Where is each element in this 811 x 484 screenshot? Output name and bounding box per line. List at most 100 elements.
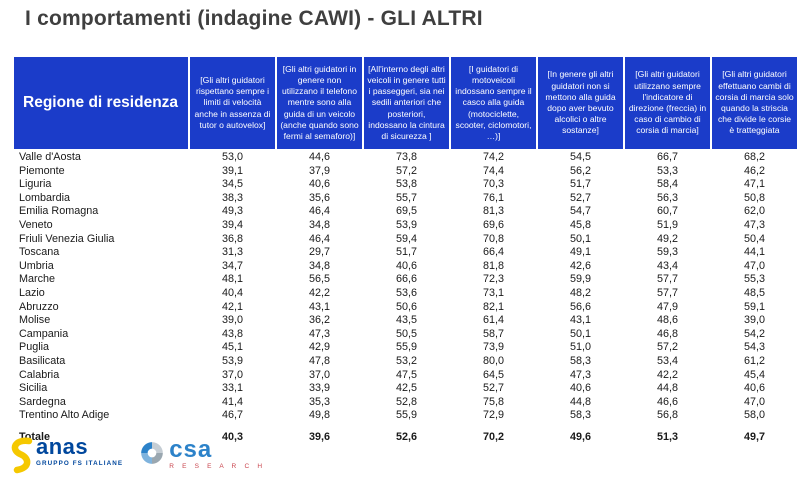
value-cell: 41,4 [221, 395, 243, 408]
value-cell: 72,9 [482, 409, 504, 422]
value-cell: 40,4 [221, 286, 243, 299]
value-cell: 58,3 [569, 409, 591, 422]
value-cell: 50,4 [743, 232, 765, 245]
value-cell: 31,3 [221, 246, 243, 259]
table-row: Umbria 34,7 34,8 40,6 81,8 42,6 43,4 47,0 [14, 260, 797, 274]
region-cell: Abruzzo [19, 300, 59, 313]
column-header-7: [Gli altri guidatori effettuano cambi di… [712, 57, 797, 149]
value-cell: 46,8 [656, 327, 678, 340]
value-cell: 69,5 [395, 205, 417, 218]
value-cell: 52,6 [395, 430, 417, 443]
value-cell: 53,2 [395, 354, 417, 367]
value-cell: 43,1 [569, 314, 591, 327]
region-cell: Liguria [19, 178, 52, 191]
table-row: Molise 39,0 36,2 43,5 61,4 43,1 48,6 39,0 [14, 314, 797, 328]
value-cell: 51,0 [569, 341, 591, 354]
value-cell: 59,9 [569, 273, 591, 286]
table-row: Emilia Romagna 49,3 46,4 69,5 81,3 54,7 60,7 62… [14, 205, 797, 219]
value-cell: 48,2 [569, 286, 591, 299]
value-cell: 56,6 [569, 300, 591, 313]
value-cell: 34,8 [308, 218, 330, 231]
table-row: Valle d'Aosta 53,0 44,6 73,8 74,2 54,5 66,7 68,… [14, 151, 797, 165]
value-cell: 43,4 [656, 259, 678, 272]
value-cell: 66,4 [482, 246, 504, 259]
column-header-1: [Gli altri guidatori rispettano sempre i… [190, 57, 275, 149]
value-cell: 39,1 [221, 164, 243, 177]
value-cell: 56,3 [656, 191, 678, 204]
table-row: Liguria 34,5 40,6 53,8 70,3 51,7 58,4 47,1 [14, 178, 797, 192]
value-cell: 53,8 [395, 178, 417, 191]
value-cell: 47,0 [743, 395, 765, 408]
value-cell: 40,3 [221, 430, 243, 443]
value-cell: 29,7 [308, 246, 330, 259]
region-cell: Molise [19, 314, 51, 327]
value-cell: 49,2 [656, 232, 678, 245]
value-cell: 52,7 [482, 382, 504, 395]
value-cell: 76,1 [482, 191, 504, 204]
value-cell: 66,7 [656, 151, 678, 163]
data-table: Regione di residenza [Gli altri guidator… [14, 57, 797, 444]
value-cell: 52,8 [395, 395, 417, 408]
table-row: Campania 43,8 47,3 50,5 58,7 50,1 46,8 54,2 [14, 328, 797, 342]
value-cell: 64,5 [482, 368, 504, 381]
table-row: Abruzzo 42,1 43,1 50,6 82,1 56,6 47,9 59,1 [14, 301, 797, 315]
table-row: Puglia 45,1 42,9 55,9 73,9 51,0 57,2 54,3 [14, 341, 797, 355]
table-row: Marche 48,1 56,5 66,6 72,3 59,9 57,7 55,3 [14, 273, 797, 287]
value-cell: 44,6 [308, 151, 330, 163]
table-row: Sicilia 33,1 33,9 42,5 52,7 40,6 44,8 40,6 [14, 382, 797, 396]
footer-logos: anas GRUPPO FS ITALIANE csa R E S E A R … [8, 436, 265, 479]
value-cell: 80,0 [482, 354, 504, 367]
region-cell: Friuli Venezia Giulia [19, 232, 115, 245]
anas-logo: anas GRUPPO FS ITALIANE [8, 436, 123, 479]
value-cell: 36,8 [221, 232, 243, 245]
region-cell: Campania [19, 327, 69, 340]
value-cell: 51,9 [656, 218, 678, 231]
value-cell: 34,7 [221, 259, 243, 272]
region-column-header: Regione di residenza [14, 57, 188, 149]
value-cell: 61,2 [743, 354, 765, 367]
value-cell: 57,7 [656, 273, 678, 286]
value-cell: 53,9 [395, 218, 417, 231]
table-row: Lombardia 38,3 35,6 55,7 76,1 52,7 56,3 50,8 [14, 192, 797, 206]
value-cell: 47,3 [569, 368, 591, 381]
value-cell: 59,1 [743, 300, 765, 313]
value-cell: 54,2 [743, 327, 765, 340]
value-cell: 50,1 [569, 232, 591, 245]
value-cell: 74,4 [482, 164, 504, 177]
value-cell: 82,1 [482, 300, 504, 313]
value-cell: 50,1 [569, 327, 591, 340]
column-header-5: [In genere gli altri guidatori non si me… [538, 57, 623, 149]
value-cell: 50,5 [395, 327, 417, 340]
value-cell: 46,4 [308, 232, 330, 245]
value-cell: 47,1 [743, 178, 765, 191]
value-cell: 56,2 [569, 164, 591, 177]
value-cell: 47,3 [743, 218, 765, 231]
value-cell: 53,4 [656, 354, 678, 367]
column-header-2: [Gli altri guidatori in genere non utili… [277, 57, 362, 149]
table-row: Friuli Venezia Giulia 36,8 46,4 59,4 70,8 50,… [14, 233, 797, 247]
value-cell: 74,2 [482, 151, 504, 163]
column-header-3: [All'interno degli altri veicoli in gene… [364, 57, 449, 149]
value-cell: 40,6 [569, 382, 591, 395]
value-cell: 37,0 [221, 368, 243, 381]
value-cell: 49,3 [221, 205, 243, 218]
csa-circle-icon [139, 440, 165, 471]
region-cell: Calabria [19, 368, 60, 381]
value-cell: 70,3 [482, 178, 504, 191]
region-cell: Piemonte [19, 164, 65, 177]
value-cell: 62,0 [743, 205, 765, 218]
value-cell: 42,1 [221, 300, 243, 313]
value-cell: 50,6 [395, 300, 417, 313]
region-cell: Valle d'Aosta [19, 151, 81, 163]
value-cell: 60,7 [656, 205, 678, 218]
value-cell: 47,5 [395, 368, 417, 381]
value-cell: 53,9 [221, 354, 243, 367]
region-cell: Lombardia [19, 191, 71, 204]
value-cell: 46,6 [656, 395, 678, 408]
value-cell: 45,8 [569, 218, 591, 231]
table-row: Basilicata 53,9 47,8 53,2 80,0 58,3 53,4 61,2 [14, 355, 797, 369]
value-cell: 39,6 [308, 430, 330, 443]
region-cell: Veneto [19, 218, 53, 231]
value-cell: 48,1 [221, 273, 243, 286]
